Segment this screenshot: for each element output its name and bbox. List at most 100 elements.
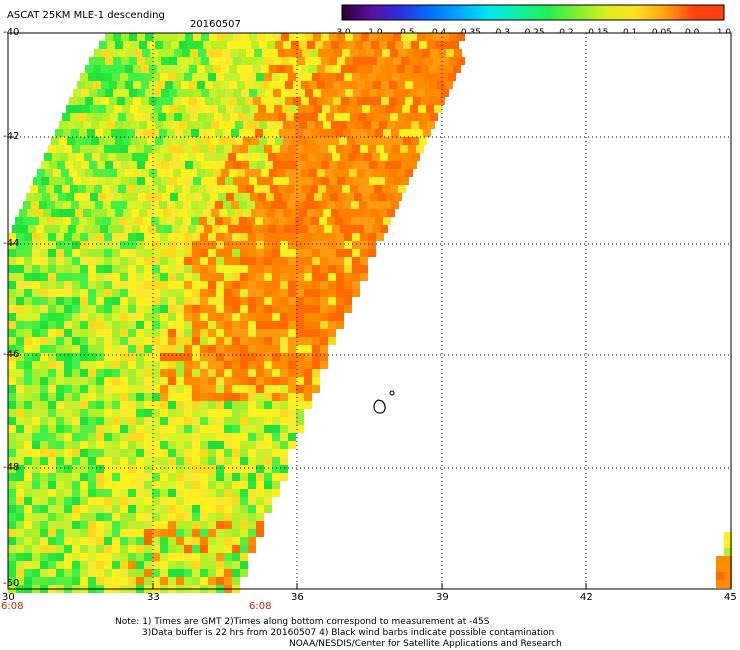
swath-pixel <box>276 225 284 233</box>
swath-pixel <box>40 321 48 329</box>
swath-pixel <box>96 265 104 273</box>
swath-pixel <box>82 105 90 113</box>
swath-pixel <box>221 97 229 105</box>
swath-pixel <box>278 185 286 193</box>
swath-pixel <box>232 145 240 153</box>
swath-pixel <box>311 217 319 225</box>
swath-pixel <box>423 129 431 137</box>
swath-pixel <box>288 353 296 361</box>
swath-pixel <box>177 177 185 185</box>
swath-pixel <box>288 433 296 441</box>
swath-pixel <box>144 73 152 81</box>
swath-pixel <box>256 233 264 241</box>
swath-pixel <box>112 481 120 489</box>
swath-pixel <box>430 49 438 57</box>
swath-pixel <box>16 329 24 337</box>
swath-pixel <box>112 553 120 561</box>
swath-pixel <box>105 57 113 65</box>
swath-pixel <box>221 65 229 73</box>
swath-pixel <box>16 425 24 433</box>
swath-pixel <box>347 41 355 49</box>
swath-pixel <box>71 217 79 225</box>
swath-pixel <box>48 345 56 353</box>
swath-pixel <box>308 153 316 161</box>
swath-pixel <box>272 417 280 425</box>
colorbar-segment <box>694 5 725 20</box>
swath-pixel <box>304 313 312 321</box>
swath-pixel <box>232 257 240 265</box>
swath-pixel <box>64 297 72 305</box>
swath-pixel <box>170 193 178 201</box>
swath-pixel <box>240 537 248 545</box>
swath-pixel <box>296 417 304 425</box>
swath-pixel <box>328 145 336 153</box>
swath-pixel <box>184 401 192 409</box>
swath-pixel <box>346 105 354 113</box>
swath-pixel <box>411 121 419 129</box>
swath-pixel <box>400 145 408 153</box>
swath-pixel <box>232 377 240 385</box>
swath-pixel <box>457 33 465 41</box>
swath-pixel <box>196 225 204 233</box>
swath-pixel <box>248 305 256 313</box>
swath-pixel <box>365 97 373 105</box>
swath-pixel <box>128 505 136 513</box>
swath-pixel <box>168 569 176 577</box>
swath-pixel <box>248 417 256 425</box>
swath-pixel <box>248 265 256 273</box>
swath-pixel <box>128 329 136 337</box>
swath-pixel <box>16 377 24 385</box>
swath-pixel <box>280 449 288 457</box>
swath-pixel <box>369 89 377 97</box>
swath-pixel <box>48 457 56 465</box>
swath-pixel <box>280 313 288 321</box>
swath-pixel <box>38 185 46 193</box>
swath-pixel <box>232 449 240 457</box>
swath-pixel <box>312 233 320 241</box>
swath-pixel <box>192 345 200 353</box>
swath-pixel <box>192 273 200 281</box>
swath-pixel <box>84 153 92 161</box>
swath-pixel <box>176 297 184 305</box>
swath-pixel <box>336 145 344 153</box>
swath-pixel <box>328 265 336 273</box>
swath-pixel <box>416 73 424 81</box>
swath-pixel <box>213 81 221 89</box>
swath-pixel <box>344 265 352 273</box>
swath-pixel <box>104 337 112 345</box>
swath-pixel <box>313 161 321 169</box>
swath-pixel <box>232 401 240 409</box>
swath-pixel <box>88 249 96 257</box>
swath-pixel <box>160 433 168 441</box>
swath-pixel <box>325 169 333 177</box>
swath-pixel <box>421 65 429 73</box>
swath-pixel <box>272 329 280 337</box>
swath-pixel <box>32 529 40 537</box>
swath-pixel <box>360 233 368 241</box>
swath-pixel <box>211 137 219 145</box>
swath-pixel <box>230 113 238 121</box>
swath-pixel <box>200 449 208 457</box>
swath-pixel <box>244 225 252 233</box>
swath-pixel <box>169 177 177 185</box>
swath-pixel <box>152 233 160 241</box>
swath-pixel <box>345 89 353 97</box>
swath-pixel <box>88 369 96 377</box>
swath-pixel <box>201 33 209 41</box>
swath-pixel <box>375 201 383 209</box>
swath-pixel <box>137 177 145 185</box>
swath-pixel <box>175 129 183 137</box>
swath-pixel <box>256 481 264 489</box>
swath-pixel <box>216 433 224 441</box>
swath-pixel <box>160 465 168 473</box>
swath-pixel <box>264 377 272 385</box>
swath-pixel <box>192 537 200 545</box>
lat-label-50: -50 <box>3 578 20 589</box>
swath-pixel <box>216 385 224 393</box>
swath-pixel <box>88 385 96 393</box>
swath-pixel <box>336 281 344 289</box>
swath-pixel <box>72 417 80 425</box>
swath-pixel <box>239 129 247 137</box>
swath-pixel <box>253 97 261 105</box>
swath-pixel <box>256 265 264 273</box>
